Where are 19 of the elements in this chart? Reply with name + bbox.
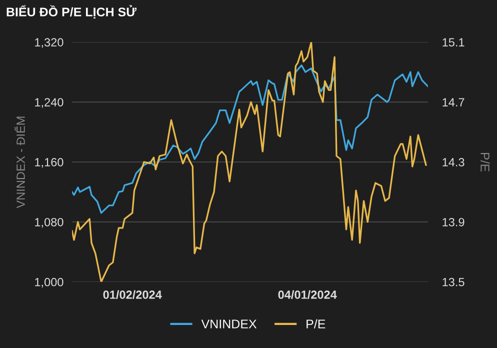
y-tick-label: 1,240 [35,98,64,108]
y2-tick-label: 14.7 [442,98,464,106]
line-series [72,64,428,214]
y2-axis-title: P/E [480,152,490,172]
line-series [72,42,427,282]
legend-label: P/E [306,319,326,328]
legend-label: VNINDEX [201,320,257,328]
y2-tick-label: 14.3 [442,158,464,166]
y-tick-label: 1,320 [35,38,64,48]
x-tick-label: 01/02/2024 [103,290,162,300]
chart-title: BIỂU ĐỒ P/E LỊCH SỬ [6,5,136,19]
y-tick-label: 1,080 [35,218,64,228]
x-tick-label: 04/01/2024 [278,290,337,300]
y-tick-label: 1,000 [35,278,64,288]
y2-tick-label: 15.1 [442,38,464,46]
y-tick-label: 1,160 [35,158,64,168]
y-axis-title: VNINDEX - ĐIỂM [14,116,25,208]
y2-tick-label: 13.5 [442,278,464,286]
y2-tick-label: 13.9 [442,218,464,226]
